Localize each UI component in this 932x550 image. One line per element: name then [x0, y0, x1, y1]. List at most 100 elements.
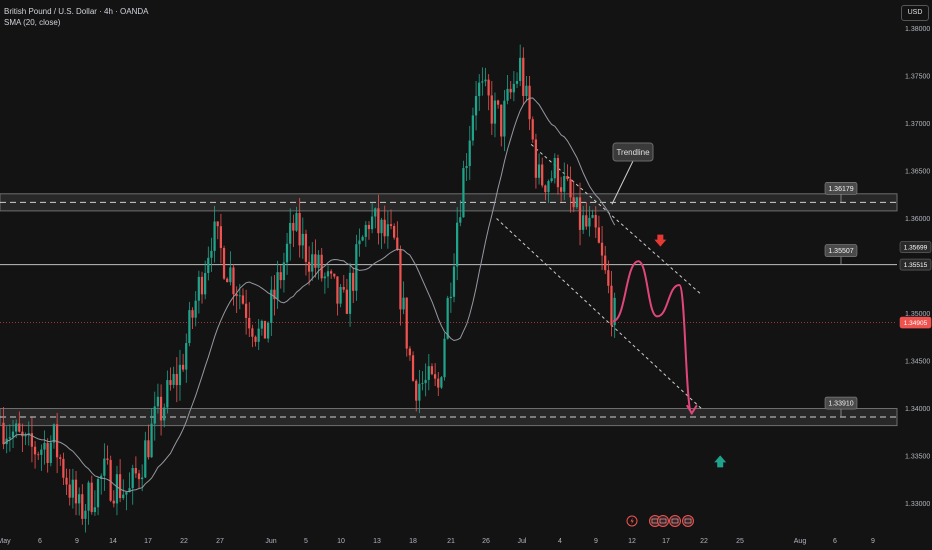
calendar-event-icon-1	[657, 515, 669, 527]
x-tick-label: 4	[558, 538, 562, 545]
trendline-label: Trendline	[616, 148, 650, 157]
candle-body	[68, 484, 71, 498]
y-tick-label: 1.35000	[905, 311, 930, 318]
candle-body	[210, 250, 213, 258]
candle-body	[553, 158, 556, 179]
candle-body	[59, 457, 62, 459]
indicator-label[interactable]: SMA (20, close)	[4, 18, 61, 27]
candle-body	[175, 373, 178, 386]
candle-body	[421, 383, 424, 384]
candle-body	[270, 289, 273, 323]
candle-body	[478, 82, 481, 97]
candle-body	[393, 226, 396, 238]
trendline-label-box	[612, 142, 654, 162]
candle-body	[295, 213, 298, 231]
x-tick-label: 17	[662, 538, 670, 545]
candle-body	[122, 494, 125, 499]
y-tick-label: 1.38000	[905, 26, 930, 33]
candle-body	[204, 273, 207, 295]
candle-body	[402, 297, 405, 310]
candle-body	[531, 119, 534, 140]
symbol-title[interactable]: British Pound / U.S. Dollar · 4h · OANDA	[4, 7, 149, 16]
candle-body	[219, 226, 222, 249]
calendar-glyph-3	[684, 518, 692, 524]
calendar-event-icon-3	[682, 515, 694, 527]
candle-body	[547, 181, 550, 193]
candle-body	[537, 164, 541, 178]
candle-body	[323, 276, 326, 279]
candle-body	[200, 276, 204, 295]
x-tick-label: 9	[594, 538, 598, 545]
candle-body	[389, 224, 393, 227]
candle-body	[462, 168, 465, 218]
candle-body	[33, 446, 37, 455]
candle-body	[396, 237, 399, 250]
price-tag-label-0: 1.35699	[904, 245, 928, 252]
price-tag-box-1	[899, 258, 932, 271]
price-axis[interactable]: 1.38000 1.37500 1.37000 1.36500 1.36000 1.355…	[824, 26, 932, 508]
y-tick-label: 1.33000	[905, 501, 930, 508]
candle-body	[238, 295, 241, 297]
lightning-icon	[626, 515, 638, 527]
candle-body	[503, 100, 506, 137]
candle-body	[481, 81, 484, 83]
candle-body	[81, 494, 84, 519]
candle-body	[150, 423, 153, 458]
candle-body	[493, 100, 497, 124]
sma-path	[3, 97, 616, 493]
candle-body	[8, 437, 11, 439]
arrow-down-icon	[654, 234, 667, 247]
x-tick-label: 13	[373, 538, 381, 545]
y-tick-label: 1.37500	[905, 74, 930, 81]
candle-body	[330, 271, 333, 274]
candle-body	[106, 458, 109, 460]
calendar-glyph-2	[671, 518, 679, 524]
candle-body	[49, 442, 52, 463]
candle-body	[276, 272, 279, 300]
candle-body	[487, 79, 490, 96]
x-tick-label: 18	[409, 538, 417, 545]
candle-body	[147, 440, 150, 458]
candle-body	[282, 262, 285, 281]
candle-body	[317, 254, 320, 268]
candle-body	[267, 322, 270, 339]
calendar-glyph-1	[659, 518, 667, 524]
x-tick-label: May	[0, 538, 11, 545]
candle-body	[188, 310, 191, 344]
candle-body	[298, 213, 301, 246]
candle-body	[474, 96, 478, 116]
x-tick-label: 26	[482, 538, 490, 545]
candle-body	[78, 494, 81, 504]
zone-tag-box-0	[824, 182, 858, 195]
candle-body	[534, 139, 537, 178]
candle-body	[137, 473, 141, 480]
candle-body	[141, 477, 144, 480]
time-axis[interactable]: May 6 9 14 17 22 27 Jun 5 10 13 18 21 26 Jul 4 9 12 17 22 25…	[0, 538, 875, 545]
candle-body	[254, 336, 257, 342]
candle-body	[40, 449, 43, 455]
candle-body	[607, 270, 610, 286]
candle-body	[383, 219, 386, 237]
candle-body	[550, 178, 553, 182]
arrow-up-icon	[714, 455, 727, 468]
x-tick-label: 6	[833, 538, 837, 545]
candle-body	[418, 383, 421, 401]
zone-tag-label-0: 1.36179	[828, 186, 853, 193]
currency-button[interactable]: USD	[901, 5, 929, 21]
lightning-bolt	[630, 517, 634, 525]
candle-body	[213, 221, 216, 251]
candle-body	[181, 364, 185, 370]
candle-body	[582, 215, 585, 230]
candle-body	[437, 378, 440, 388]
candle-body	[452, 266, 456, 297]
candle-body	[348, 272, 352, 314]
candle-body	[207, 257, 210, 274]
zone-tag-label-1: 1.33910	[828, 401, 853, 408]
candle-body	[109, 459, 112, 501]
x-tick-label: 22	[180, 538, 188, 545]
candle-body	[563, 175, 566, 192]
candle-body	[484, 79, 487, 82]
candle-body	[11, 431, 15, 438]
